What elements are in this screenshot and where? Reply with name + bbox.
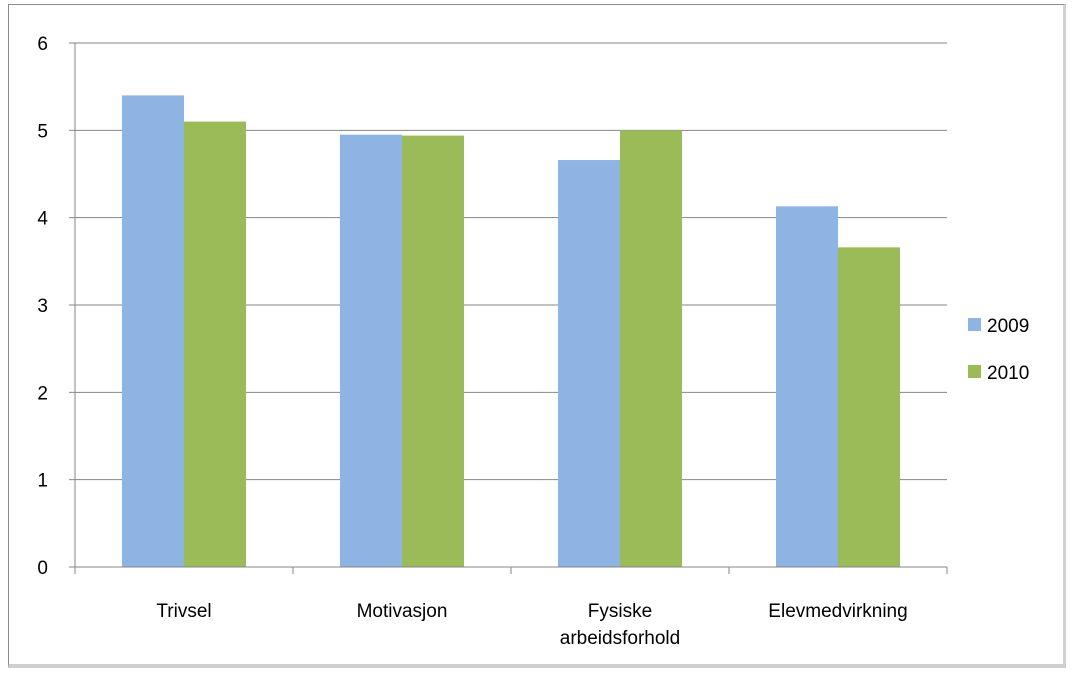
y-tick-label: 4: [37, 209, 48, 230]
bar-2009-3: [776, 206, 838, 567]
category-label-line: Trivsel: [156, 601, 211, 622]
category-label: Trivsel: [156, 601, 211, 622]
category-label: Motivasjon: [357, 601, 448, 622]
y-tick-label: 1: [37, 471, 48, 492]
legend: 2009 2010: [968, 316, 1029, 384]
category-label-line: Motivasjon: [357, 601, 448, 622]
bar-2010-1: [402, 135, 464, 567]
legend-swatch-2009: [968, 318, 981, 331]
bar-2010-3: [838, 247, 900, 568]
legend-swatch-2010: [968, 365, 981, 378]
y-tick-label: 3: [37, 296, 48, 317]
bars: [122, 95, 900, 568]
bar-2009-2: [558, 160, 620, 567]
category-label: Fysiske arbeidsforhold: [560, 601, 680, 649]
bar-2010-2: [620, 130, 682, 568]
y-tick-label: 0: [37, 558, 48, 579]
bar-2010-0: [184, 121, 246, 567]
y-tick-label: 6: [37, 34, 48, 55]
bar-2009-0: [122, 95, 184, 568]
category-label-line: arbeidsforhold: [560, 628, 680, 649]
legend-label-2010: 2010: [987, 363, 1029, 384]
category-label-line: Fysiske: [588, 601, 652, 622]
category-label: Elevmedvirkning: [768, 601, 907, 622]
y-tick-label: 2: [37, 383, 48, 404]
y-tick-label: 5: [37, 121, 48, 142]
axes: [69, 42, 948, 574]
category-labels: Trivsel Motivasjon Fysiske arbeidsforhold El…: [156, 601, 907, 649]
category-label-line: Elevmedvirkning: [768, 601, 907, 622]
legend-label-2009: 2009: [987, 316, 1029, 337]
bar-2009-1: [340, 134, 402, 567]
y-tick-labels: 0 1 2 3 4 5 6: [37, 34, 48, 579]
